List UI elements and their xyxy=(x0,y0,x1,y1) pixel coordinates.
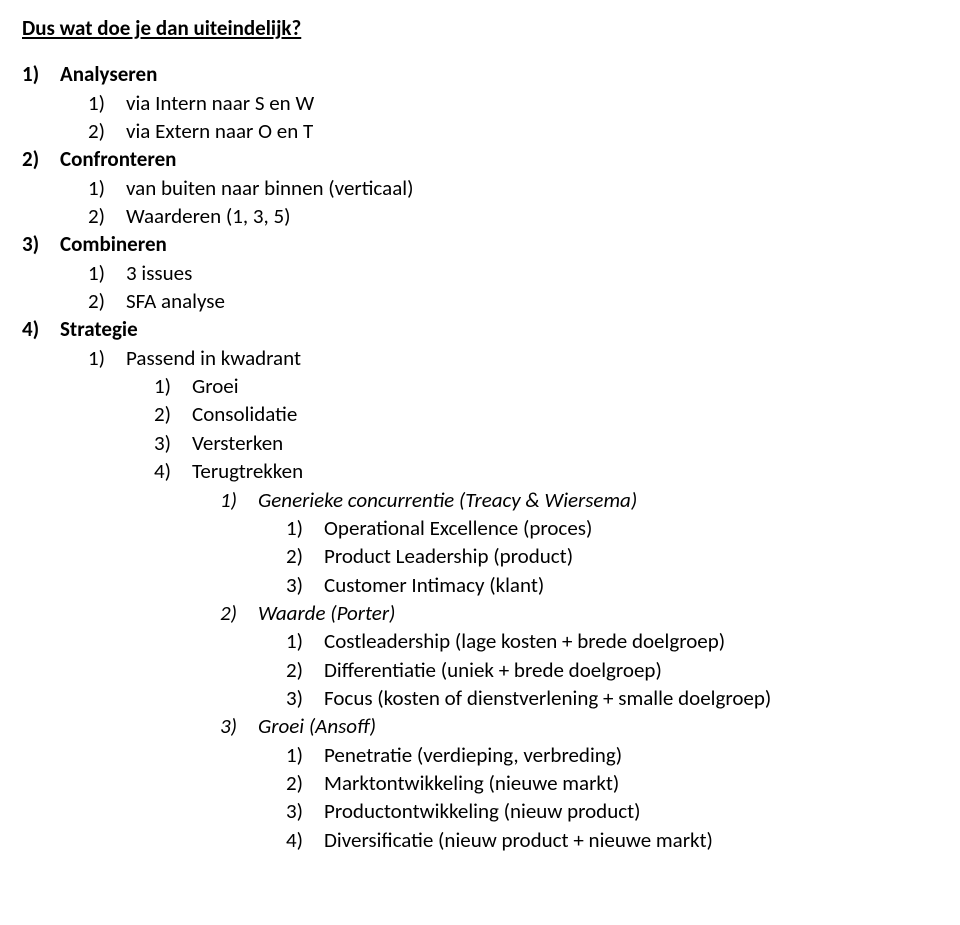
list-item-label: via Extern naar O en T xyxy=(126,117,938,145)
list-item-label: Productontwikkeling (nieuw product) xyxy=(324,797,938,825)
list-item: 4)Strategie xyxy=(22,315,938,343)
list-item: 1)Operational Excellence (proces) xyxy=(22,514,938,542)
list-item-number: 1) xyxy=(88,174,126,202)
list-item-label: Groei (Ansoff) xyxy=(258,712,938,740)
list-item-number: 1) xyxy=(88,344,126,372)
list-item-label: Combineren xyxy=(60,230,938,258)
list-item: 3)Productontwikkeling (nieuw product) xyxy=(22,797,938,825)
list-item-label: Strategie xyxy=(60,315,938,343)
outline-list: 1)Analyseren1)via Intern naar S en W2)vi… xyxy=(22,60,938,854)
list-item-label: via Intern naar S en W xyxy=(126,89,938,117)
list-item-label: van buiten naar binnen (verticaal) xyxy=(126,174,938,202)
list-item-label: Passend in kwadrant xyxy=(126,344,938,372)
list-item-label: Customer Intimacy (klant) xyxy=(324,571,938,599)
list-item-number: 2) xyxy=(220,599,258,627)
list-item-number: 4) xyxy=(154,457,192,485)
list-item: 2)Consolidatie xyxy=(22,400,938,428)
list-item-number: 1) xyxy=(154,372,192,400)
list-item-number: 2) xyxy=(286,769,324,797)
list-item: 1)Penetratie (verdieping, verbreding) xyxy=(22,741,938,769)
list-item-label: Versterken xyxy=(192,429,938,457)
list-item-number: 1) xyxy=(286,741,324,769)
list-item: 1)3 issues xyxy=(22,259,938,287)
list-item: 3)Versterken xyxy=(22,429,938,457)
list-item: 4)Diversificatie (nieuw product + nieuwe… xyxy=(22,826,938,854)
list-item-number: 2) xyxy=(22,145,60,173)
list-item-number: 2) xyxy=(88,287,126,315)
list-item: 1)via Intern naar S en W xyxy=(22,89,938,117)
list-item-number: 2) xyxy=(88,117,126,145)
list-item-label: Analyseren xyxy=(60,60,938,88)
list-item: 3)Customer Intimacy (klant) xyxy=(22,571,938,599)
list-item-number: 1) xyxy=(220,486,258,514)
list-item: 2)via Extern naar O en T xyxy=(22,117,938,145)
list-item-label: Differentiatie (uniek + brede doelgroep) xyxy=(324,656,938,684)
list-item-label: Diversificatie (nieuw product + nieuwe m… xyxy=(324,826,938,854)
list-item: 3)Groei (Ansoff) xyxy=(22,712,938,740)
list-item-number: 1) xyxy=(88,89,126,117)
list-item-label: SFA analyse xyxy=(126,287,938,315)
list-item: 2)Marktontwikkeling (nieuwe markt) xyxy=(22,769,938,797)
list-item-label: 3 issues xyxy=(126,259,938,287)
page-title: Dus wat doe je dan uiteindelijk? xyxy=(22,14,938,42)
list-item: 2)Differentiatie (uniek + brede doelgroe… xyxy=(22,656,938,684)
list-item-number: 2) xyxy=(286,542,324,570)
list-item-number: 1) xyxy=(88,259,126,287)
list-item: 1)Costleadership (lage kosten + brede do… xyxy=(22,627,938,655)
list-item-number: 3) xyxy=(286,684,324,712)
list-item-label: Confronteren xyxy=(60,145,938,173)
list-item-label: Focus (kosten of dienstverlening + small… xyxy=(324,684,938,712)
list-item-number: 1) xyxy=(286,627,324,655)
list-item-label: Consolidatie xyxy=(192,400,938,428)
list-item: 1)Generieke concurrentie (Treacy & Wiers… xyxy=(22,486,938,514)
list-item-label: Groei xyxy=(192,372,938,400)
list-item: 2)Product Leadership (product) xyxy=(22,542,938,570)
list-item-number: 3) xyxy=(286,797,324,825)
list-item: 1)Analyseren xyxy=(22,60,938,88)
list-item: 1)Groei xyxy=(22,372,938,400)
list-item-number: 3) xyxy=(286,571,324,599)
list-item: 3)Combineren xyxy=(22,230,938,258)
list-item-number: 4) xyxy=(286,826,324,854)
document-page: Dus wat doe je dan uiteindelijk? 1)Analy… xyxy=(0,0,960,925)
list-item-label: Operational Excellence (proces) xyxy=(324,514,938,542)
list-item-number: 3) xyxy=(22,230,60,258)
list-item: 3)Focus (kosten of dienstverlening + sma… xyxy=(22,684,938,712)
list-item-label: Marktontwikkeling (nieuwe markt) xyxy=(324,769,938,797)
list-item-number: 1) xyxy=(286,514,324,542)
list-item: 2)Waarde (Porter) xyxy=(22,599,938,627)
list-item-number: 1) xyxy=(22,60,60,88)
list-item-number: 3) xyxy=(220,712,258,740)
list-item-label: Penetratie (verdieping, verbreding) xyxy=(324,741,938,769)
list-item-number: 2) xyxy=(88,202,126,230)
list-item-number: 4) xyxy=(22,315,60,343)
list-item-label: Waarderen (1, 3, 5) xyxy=(126,202,938,230)
list-item: 2)Confronteren xyxy=(22,145,938,173)
list-item-number: 2) xyxy=(286,656,324,684)
list-item-label: Costleadership (lage kosten + brede doel… xyxy=(324,627,938,655)
list-item-label: Product Leadership (product) xyxy=(324,542,938,570)
list-item-number: 3) xyxy=(154,429,192,457)
list-item-label: Generieke concurrentie (Treacy & Wiersem… xyxy=(258,486,938,514)
list-item: 1)Passend in kwadrant xyxy=(22,344,938,372)
list-item-number: 2) xyxy=(154,400,192,428)
list-item: 2)SFA analyse xyxy=(22,287,938,315)
list-item: 2)Waarderen (1, 3, 5) xyxy=(22,202,938,230)
list-item: 1)van buiten naar binnen (verticaal) xyxy=(22,174,938,202)
list-item-label: Waarde (Porter) xyxy=(258,599,938,627)
list-item: 4)Terugtrekken xyxy=(22,457,938,485)
list-item-label: Terugtrekken xyxy=(192,457,938,485)
